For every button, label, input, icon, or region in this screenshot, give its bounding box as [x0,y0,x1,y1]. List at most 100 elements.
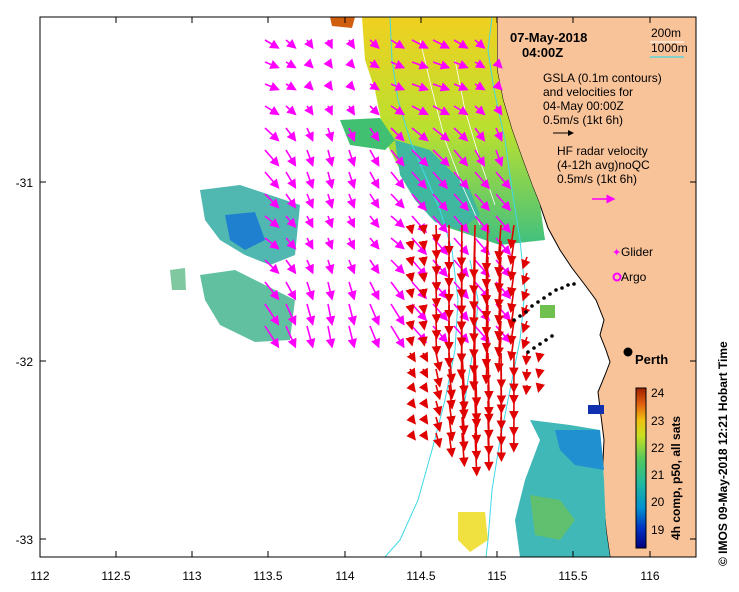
sla-velocity-arrow [304,38,314,50]
legend-argo: Argo [621,270,647,284]
sla-velocity-arrow [453,105,469,116]
sla-velocity-arrow [285,171,297,190]
sla-velocity-arrow [411,105,429,116]
sla-velocity-arrow [432,303,449,322]
sla-velocity-arrow [495,237,512,256]
colorbar-tick: 19 [651,523,665,537]
radar-velocity-arrow [494,304,504,341]
radar-velocity-arrow [418,320,428,331]
radar-velocity-arrow [406,367,416,379]
sla-velocity-arrow [346,193,356,209]
sla-velocity-arrow [347,281,357,301]
radar-velocity-arrow [521,256,531,270]
sla-velocity-arrow [324,38,333,50]
sla-velocity-arrow [369,38,380,49]
radar-velocity-arrow [406,351,416,363]
sla-velocity-arrow [432,215,449,234]
sla-velocity-arrow [411,193,428,212]
x-tick-label: 114.5 [406,569,435,583]
glider-track [512,282,576,354]
map-time: 04:00Z [522,45,563,60]
colorbar-tick: 21 [651,468,665,482]
sla-velocity-arrow [285,149,297,167]
sla-velocity-arrow [285,81,297,91]
radar-velocity-arrow [418,414,429,425]
sla-velocity-arrow [285,237,297,250]
radar-velocity-arrow [535,352,545,363]
sla-velocity-arrow [432,39,451,49]
y-axis: -31 -32 -33 [16,176,34,547]
sla-velocity-arrow [304,127,314,142]
map-legend: 07-May-2018 04:00Z 200m 1000m GSLA (0.1m… [510,26,688,284]
radar-velocity-arrow [446,400,456,426]
sla-velocity-arrow [345,105,356,116]
sla-velocity-arrow [305,259,314,275]
sla-velocity-arrow [369,171,380,190]
x-tick-label: 113.5 [253,569,282,583]
sla-velocity-arrow [264,127,280,142]
sla-velocity-arrow [325,149,335,167]
sla-velocity-arrow [390,281,405,301]
sla-velocity-arrow [390,303,405,326]
sla-velocity-arrow [474,105,486,116]
colorbar-gradient [635,387,647,549]
legend-gsla-2: and velocities for [543,85,633,99]
sla-velocity-arrow [390,81,406,91]
sla-velocity-arrow [493,127,503,142]
sla-velocity-arrow [390,59,406,69]
sla-velocity-arrow [492,80,503,91]
sla-velocity-arrow [453,127,469,142]
radar-velocity-arrow [521,304,531,318]
sla-velocity-arrow [347,149,357,167]
sla-velocity-arrow [453,82,469,91]
sla-velocity-arrow [323,80,333,91]
sla-velocity-arrow [411,82,430,92]
sla-velocity-arrow [493,105,503,116]
sla-velocity-arrow [303,80,314,91]
colorbar-tick: 22 [651,441,665,455]
sla-velocity-arrow [453,149,469,167]
sla-velocity-arrow [264,259,280,275]
sla-velocity-arrow [369,81,380,91]
sla-velocity-arrow [285,325,297,349]
sla-velocity-arrow [285,59,297,69]
legend-gsla-3: 04-May 00:00Z [543,99,624,113]
colorbar-title: 4h comp, p50, all sats [669,416,683,540]
legend-1000m: 1000m [651,41,688,55]
sla-velocity-arrow [474,59,486,69]
sla-velocity-arrow [264,193,280,209]
sla-velocity-arrow [345,80,356,91]
sla-velocity-arrow [474,39,486,49]
sla-velocity-arrow [325,193,335,209]
radar-velocity-arrow [418,382,429,393]
sla-velocity-arrow [346,127,356,142]
radar-velocity-arrow [469,336,479,391]
radar-velocity-arrow [446,352,456,384]
sla-velocity-arrow [474,149,486,167]
sla-velocity-arrow [325,281,335,301]
sla-velocity-arrow [369,193,380,209]
radar-velocity-arrow [432,384,443,401]
radar-velocity-arrow [484,432,494,472]
radar-velocity-arrow [446,384,456,410]
radar-velocity-arrow [459,432,469,468]
sla-velocity-arrow [432,259,449,278]
colorbar-tick: 23 [651,414,665,428]
radar-velocity-arrow [507,288,517,314]
radar-velocity-arrow [405,272,415,283]
colorbar-tick: 20 [651,495,665,509]
legend-hf-2: (4-12h avg)noQC [557,158,650,172]
radar-velocity-arrow [494,256,504,293]
sla-velocity-arrow [432,325,449,344]
sla-velocity-arrow [285,281,297,301]
sla-velocity-arrow [390,39,406,49]
colorbar-tick: 24 [651,386,665,400]
sla-velocity-arrow [305,325,316,349]
sla-velocity-arrow [411,127,429,142]
sla-velocity-arrow [347,325,357,349]
radar-velocity-arrow [418,398,429,409]
sla-velocity-arrow [432,281,449,300]
sla-velocity-arrow [264,237,280,250]
legend-gsla-speed: 0.5m/s (1kt 6h) [543,113,623,127]
radar-velocity-arrow [494,336,504,373]
